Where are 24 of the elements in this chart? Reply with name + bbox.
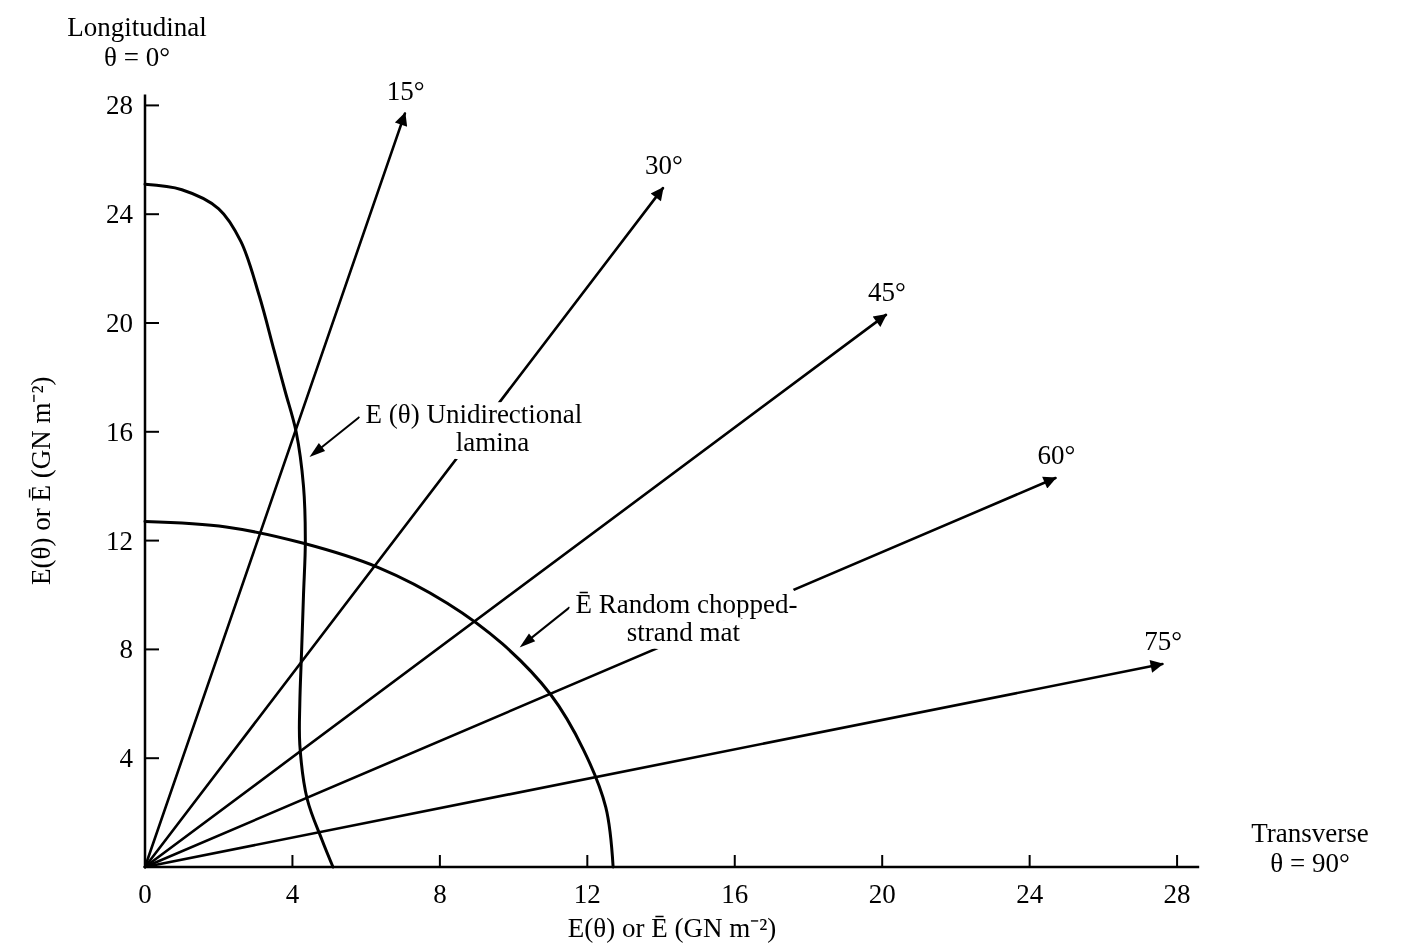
series-label: 60° [1037, 440, 1076, 471]
x-tick-label: 12 [573, 879, 601, 909]
y-tick-label: 16 [106, 416, 133, 447]
series-label: 75° [1144, 626, 1183, 657]
x-tick-label: 4 [285, 879, 300, 909]
y-tick-label: 12 [106, 525, 133, 556]
x-tick-label: 0 [138, 879, 152, 909]
x-tick-label: 20 [868, 879, 896, 909]
x-tick-label: 24 [1016, 879, 1044, 909]
series-label: 15° [386, 75, 425, 106]
y-tick-label: 24 [106, 199, 134, 230]
y-tick-label: 28 [106, 90, 133, 121]
y-tick-label: 8 [119, 634, 133, 665]
y-tick-label: 4 [119, 743, 134, 774]
series-label: 45° [867, 276, 906, 307]
x-tick-label: 8 [433, 879, 447, 909]
y-tick-label: 20 [106, 308, 133, 338]
text: Longitudinal θ = 0° [67, 12, 207, 72]
x-axis-title: E(θ) or Ē (GN m⁻²) [567, 913, 777, 943]
series-label: 30° [644, 150, 683, 181]
x-tick-label: 28 [1163, 879, 1191, 909]
x-tick-label: 16 [721, 879, 749, 909]
y-axis-title: E(θ) or Ē (GN m⁻²) [26, 376, 56, 585]
text: Transverse θ = 90° [1251, 818, 1369, 878]
